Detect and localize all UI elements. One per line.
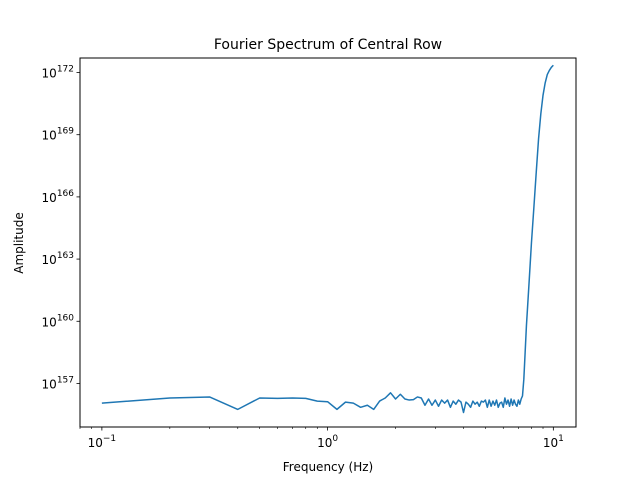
y-axis: 10157 10160 10163 10166 10169 10172 [42, 65, 80, 391]
x-tick-label: 101 [543, 434, 564, 450]
x-axis: 10−1 100 101 [79, 427, 564, 450]
x-axis-label: Frequency (Hz) [283, 460, 374, 474]
plot-area [101, 64, 554, 414]
x-tick-label: 100 [317, 434, 338, 450]
y-tick-label: 10172 [42, 65, 74, 81]
y-tick-label: 10163 [42, 251, 74, 267]
chart-title: Fourier Spectrum of Central Row [214, 37, 442, 53]
y-tick-label: 10157 [42, 375, 74, 391]
x-tick-label: 10−1 [88, 434, 117, 450]
y-axis-label: Amplitude [12, 212, 26, 274]
y-tick-label: 10169 [42, 127, 75, 143]
y-tick-label: 10160 [42, 313, 75, 329]
series-line-0 [101, 64, 554, 414]
y-tick-label: 10166 [42, 189, 75, 205]
